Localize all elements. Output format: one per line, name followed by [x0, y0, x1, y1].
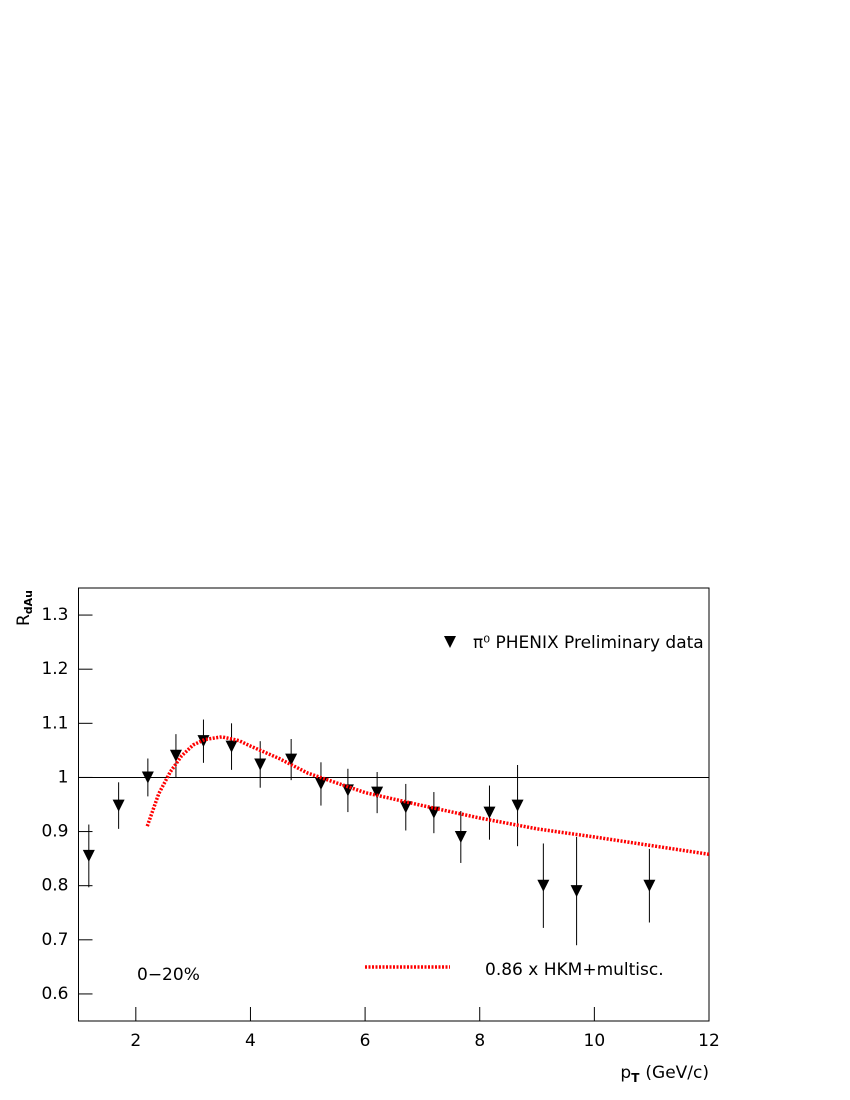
data-point	[112, 799, 125, 812]
data-point	[371, 786, 384, 799]
x-tick-label: 12	[698, 1031, 720, 1051]
data-point	[511, 799, 524, 812]
x-label-sub: T	[631, 1071, 640, 1085]
annotation: 0−20%	[137, 965, 200, 985]
data-point	[537, 879, 550, 892]
data-point	[427, 806, 440, 819]
x-label-main: p	[620, 1063, 631, 1083]
data-point	[82, 849, 95, 862]
legend-label: 0.86 x HKM+multisc.	[485, 960, 664, 980]
x-tick-label: 10	[584, 1031, 606, 1051]
x-tick-label: 4	[245, 1031, 256, 1051]
x-tick-label: 8	[474, 1031, 485, 1051]
curve	[145, 735, 710, 857]
y-tick-label: 1.2	[41, 659, 68, 679]
y-axis-label: RdAu	[14, 590, 35, 626]
plot-frame	[78, 587, 710, 1022]
data-point	[399, 801, 412, 814]
y-tick-label: 1.1	[41, 713, 68, 733]
data-point	[285, 753, 298, 766]
data-point	[454, 830, 467, 843]
data-point	[570, 885, 583, 898]
x-tick-label: 2	[130, 1031, 141, 1051]
data-point	[483, 806, 496, 819]
x-tick-label: 6	[360, 1031, 371, 1051]
y-tick-label: 0.9	[41, 822, 68, 842]
y-tick-label: 1.3	[41, 605, 68, 625]
data-point	[314, 777, 327, 790]
x-label-unit: (GeV/c)	[645, 1063, 709, 1083]
data-point	[169, 749, 182, 762]
data-point	[225, 740, 238, 753]
y-tick-label: 0.7	[41, 930, 68, 950]
data-point	[643, 879, 656, 892]
y-tick-label: 1	[58, 767, 69, 787]
x-axis-label: pT (GeV/c)	[620, 1063, 709, 1085]
y-label-main: R	[14, 614, 34, 626]
data-point	[254, 758, 267, 771]
legend-marker	[444, 636, 456, 648]
y-label-sub: dAu	[22, 590, 35, 614]
y-tick-label: 0.6	[41, 984, 68, 1004]
y-tick-label: 0.8	[41, 876, 68, 896]
data-point	[141, 771, 154, 784]
legend-label: π⁰ PHENIX Preliminary data	[473, 633, 704, 653]
